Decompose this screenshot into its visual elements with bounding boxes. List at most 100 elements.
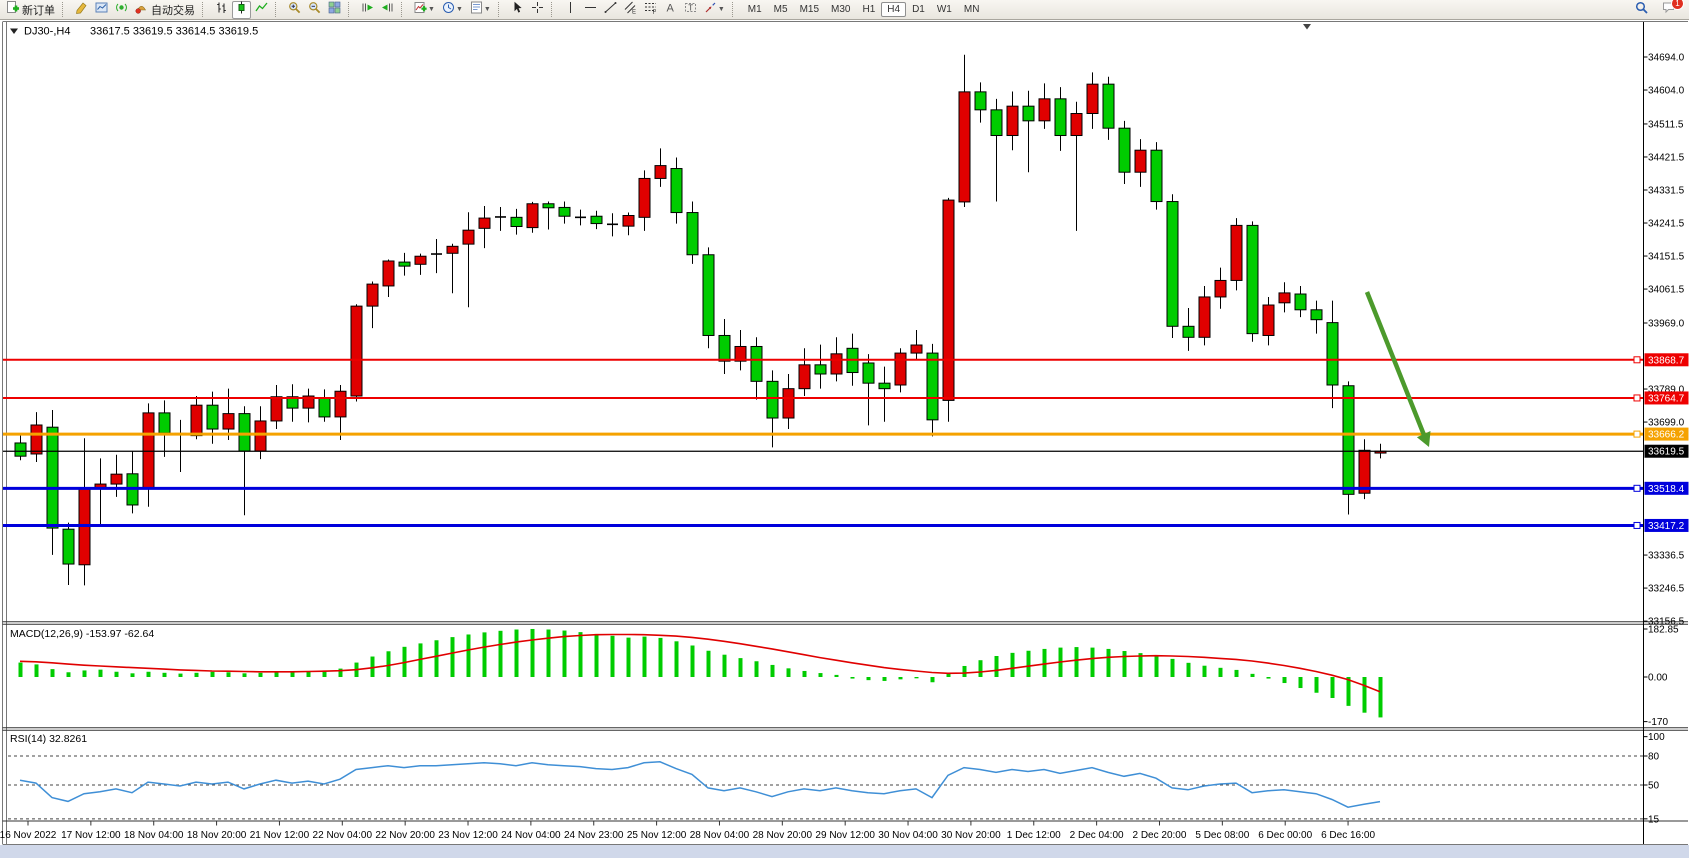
toolbar-separator [202,2,207,17]
auto-trading-icon [135,1,148,19]
candle [1022,105,1035,122]
price-axis[interactable]: 34694.0 34604.0 34511.5 34421.5 34331.5 34241… [1643,22,1689,844]
indicators-button[interactable]: ▼ [411,1,438,19]
candle [1166,201,1179,327]
cursor-button[interactable] [508,1,527,19]
toolbar-separator [348,2,353,17]
label-button[interactable]: T [681,1,700,19]
time-tick-label: 28 Nov 04:00 [690,830,750,841]
vertical-line-button[interactable] [561,1,580,19]
candle [254,420,267,452]
chart-canvas[interactable] [8,22,1643,621]
text-button[interactable]: A [661,1,680,19]
price-line-label [1644,391,1689,405]
timeframe-M15[interactable]: M15 [799,4,820,15]
candle [782,388,795,419]
chart-shift-marker [1303,24,1311,30]
candle [446,245,459,254]
fibonacci-button[interactable]: F [641,1,660,19]
candle [1326,322,1339,386]
candle [1198,296,1211,338]
crosshair-icon [531,1,544,19]
timeframe-H4[interactable]: H4 [881,2,907,17]
trend-arrow[interactable] [1364,291,1431,447]
price-tick-label: 34241.5 [1648,219,1685,230]
candle [558,206,571,217]
channel-button[interactable]: E [621,1,640,19]
window-footer [0,845,1689,858]
horizontal-price-lines[interactable] [3,356,1644,529]
tile-windows-button[interactable] [325,1,344,19]
chart-area[interactable]: 34694.0 34604.0 34511.5 34421.5 34331.5 34241… [0,20,1689,858]
timeframe-M5[interactable]: M5 [773,4,788,15]
symbol-title: DJ30-,H4 [24,26,70,38]
timeframe-MN[interactable]: MN [963,4,980,15]
timeframe-W1[interactable]: W1 [936,4,952,15]
toolbar-separator [497,2,503,17]
horizontal-line-button[interactable] [581,1,600,19]
candle [750,345,763,382]
arrows-button[interactable]: ▼ [701,1,728,19]
svg-text:33417.2: 33417.2 [1648,521,1685,532]
price-tick-label: 34331.5 [1648,185,1685,196]
macd-signal-line [19,633,1381,693]
metaeditor-button[interactable] [72,1,91,19]
notification-badge: 1 [1671,0,1684,10]
time-axis[interactable]: 16 Nov 2022 17 Nov 12:00 18 Nov 04:00 18 No… [0,821,1375,841]
time-tick-label: 30 Nov 20:00 [941,830,1001,841]
search-button[interactable] [1632,1,1651,19]
candle [222,413,235,430]
periods-button[interactable]: ▼ [439,1,466,19]
price-tick-label: 34511.5 [1648,119,1684,130]
zoom-out-button[interactable] [305,1,324,19]
time-tick-label: 22 Nov 04:00 [313,830,373,841]
chart-window-button[interactable] [92,1,111,19]
candle [46,426,59,529]
candle [958,91,971,203]
broadcast-button[interactable] [112,1,131,19]
line-handle [1633,356,1641,364]
zoom-in-button[interactable] [285,1,304,19]
chart-shift-button[interactable] [378,1,397,19]
rsi-scale-label: 100 [1648,732,1665,743]
line-chart-button[interactable] [252,1,271,19]
template-icon [470,1,483,19]
toolbar-separator [62,2,67,17]
toolbar: 新订单 自动交易 ▼ ▼ ▼ E F A T ▼ M1 M5 M15 M30 H1 H4 D… [0,0,1689,20]
candle [670,168,683,214]
time-tick-label: 22 Nov 20:00 [375,830,435,841]
notifications-button[interactable]: 1 [1659,0,1684,19]
pane-separators[interactable] [2,621,1689,822]
timeframe-H1[interactable]: H1 [862,4,876,15]
chevron-down-icon: ▼ [428,6,435,13]
timeframe-M30[interactable]: M30 [831,4,851,15]
auto-trading-button[interactable]: 自动交易 [132,1,198,19]
text-label-icon: T [684,1,697,19]
templates-button[interactable]: ▼ [467,1,494,19]
price-tick-label: 33156.5 [1648,617,1685,628]
candle [1134,149,1147,173]
time-tick-label: 2 Dec 04:00 [1070,830,1124,841]
chart-shift-icon [381,1,394,19]
auto-trading-label: 自动交易 [151,4,195,17]
auto-scroll-button[interactable] [358,1,377,19]
new-order-button[interactable]: 新订单 [3,0,58,19]
line-handle [1633,430,1641,438]
editor-icon [75,1,88,19]
candle [1294,293,1307,311]
candle [382,260,395,287]
crosshair-button[interactable] [528,1,547,19]
timeframe-D1[interactable]: D1 [912,4,925,15]
candlestick-button[interactable] [232,0,251,19]
time-tick-label: 1 Dec 12:00 [1007,830,1061,841]
new-order-label: 新订单 [22,4,55,17]
bar-chart-button[interactable] [212,1,231,19]
line-handle [1633,394,1641,402]
time-tick-label: 30 Nov 04:00 [878,830,938,841]
trendline-button[interactable] [601,1,620,19]
time-tick-label: 16 Nov 2022 [0,830,57,841]
candle [190,404,203,437]
candle [366,283,379,307]
toolbar-separator [550,2,556,17]
timeframe-M1[interactable]: M1 [747,4,762,15]
